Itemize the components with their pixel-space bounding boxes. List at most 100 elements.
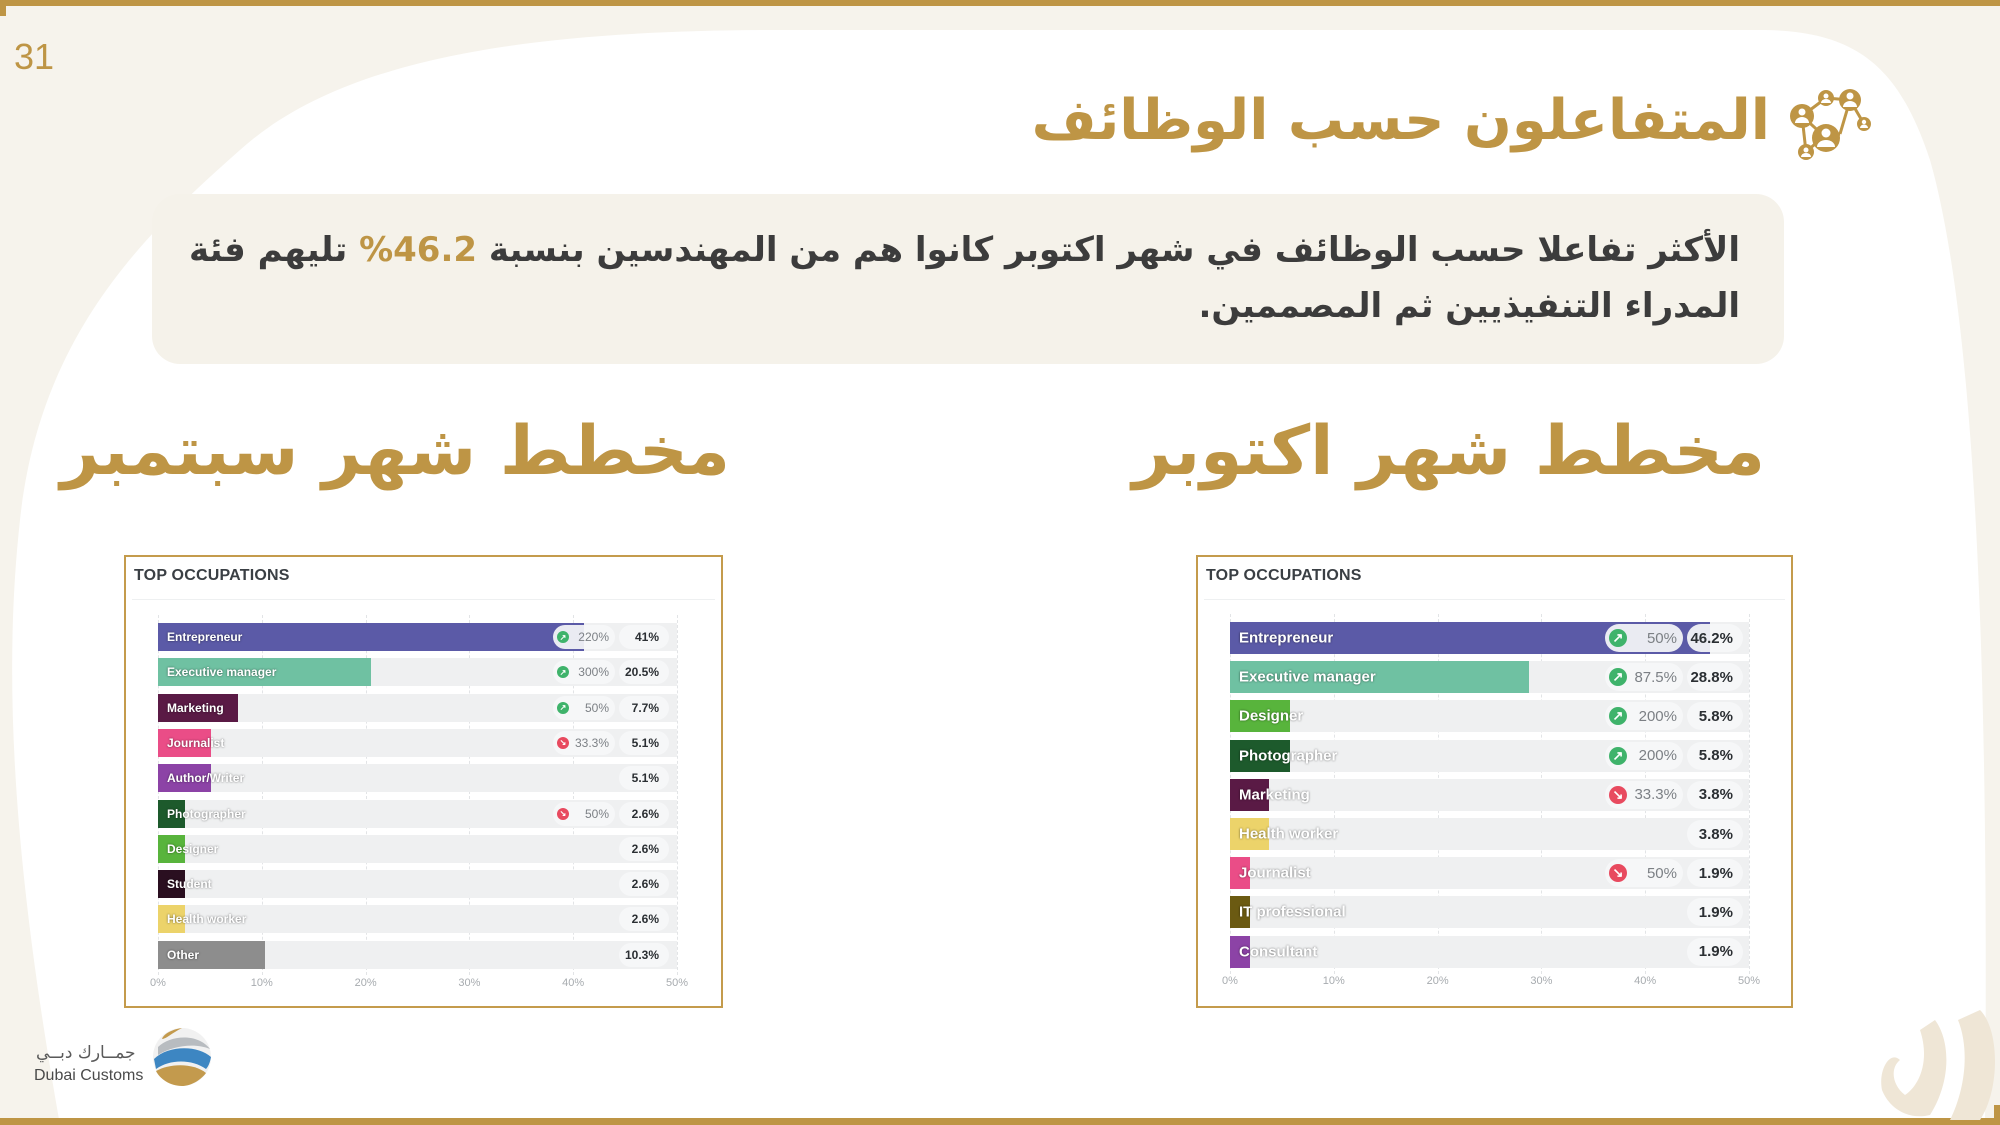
- september-chart: TOP OCCUPATIONS 0% 10% 20% 30% 40% 50% Entrepr…: [124, 555, 723, 1008]
- september-heading: مخطط شهر سبتمبر: [60, 412, 730, 491]
- trend-down-icon: ↘: [557, 736, 569, 749]
- chart-row[interactable]: Journalist 5.1% ↘ 33.3%: [158, 728, 677, 757]
- category-label: Photographer: [167, 806, 246, 821]
- chart-row[interactable]: IT professional 1.9%: [1230, 896, 1749, 929]
- chart-header-divider: [1204, 599, 1785, 600]
- value-label: 3.8%: [1687, 780, 1743, 809]
- chart-row[interactable]: Photographer 5.8% ↗ 200%: [1230, 739, 1749, 772]
- category-label: Journalist: [167, 735, 225, 750]
- summary-highlight: 46.2%: [359, 230, 478, 270]
- chart-row[interactable]: Health worker 2.6%: [158, 905, 677, 934]
- chart-row[interactable]: Marketing 7.7% ↗ 50%: [158, 693, 677, 722]
- change-badge: ↗ 50%: [1605, 624, 1683, 652]
- change-badge: ↘ 50%: [553, 801, 615, 826]
- chart-row[interactable]: Photographer 2.6% ↘ 50%: [158, 799, 677, 828]
- chart-title: TOP OCCUPATIONS: [134, 567, 290, 584]
- trend-up-icon: ↗: [557, 666, 569, 679]
- chart-row[interactable]: Journalist 1.9% ↘ 50%: [1230, 857, 1749, 890]
- trend-down-icon: ↘: [557, 807, 569, 820]
- logo-arabic-text: جمــارك دبــي: [36, 1043, 136, 1063]
- chart-row[interactable]: Author/Writer 5.1%: [158, 764, 677, 793]
- chart-header-divider: [132, 599, 715, 600]
- change-value: 87.5%: [1634, 668, 1677, 686]
- category-label: Marketing: [167, 700, 224, 715]
- x-tick-label: 0%: [1222, 975, 1238, 987]
- bar: [158, 764, 211, 793]
- bar: [1230, 818, 1270, 850]
- change-badge: ↗ 50%: [553, 695, 615, 720]
- gridline: [261, 615, 264, 975]
- change-value: 300%: [578, 665, 609, 680]
- bar: [158, 799, 185, 828]
- trend-up-icon: ↗: [1609, 746, 1627, 765]
- value-label: 1.9%: [1687, 937, 1743, 966]
- plot-area: 0% 10% 20% 30% 40% 50% Entrepreneur 46.2% ↗ 50% Ex…: [1222, 557, 1760, 1006]
- gridline: [469, 615, 471, 975]
- chart-row[interactable]: Entrepreneur 41% ↗ 220%: [158, 623, 677, 651]
- chart-row[interactable]: Health worker 3.8%: [1230, 818, 1749, 850]
- x-tick-label: 20%: [354, 977, 377, 989]
- category-label: Entrepreneur: [1239, 629, 1334, 647]
- category-label: Executive manager: [167, 665, 277, 680]
- chart-row[interactable]: Designer 5.8% ↗ 200%: [1230, 700, 1749, 733]
- category-label: Student: [167, 877, 212, 892]
- x-tick-label: 50%: [665, 977, 689, 989]
- value-label: 7.7%: [619, 695, 669, 720]
- chart-row[interactable]: Consultant 1.9%: [1230, 935, 1749, 968]
- chart-row[interactable]: Executive manager 28.8% ↗ 87.5%: [1230, 661, 1749, 694]
- value-label: 3.8%: [1687, 820, 1743, 848]
- value-label: 2.6%: [619, 907, 669, 932]
- value-label: 1.9%: [1687, 898, 1743, 927]
- logo-english-text: Dubai Customs: [34, 1067, 144, 1084]
- chart-row[interactable]: Designer 2.6%: [158, 834, 677, 863]
- bar: [1230, 896, 1250, 929]
- change-badge: ↗ 300%: [553, 660, 615, 685]
- x-tick-label: 0%: [150, 977, 166, 989]
- category-label: Photographer: [1239, 747, 1338, 765]
- value-label: 5.8%: [1687, 741, 1743, 770]
- chart-row[interactable]: Entrepreneur 46.2% ↗ 50%: [1230, 622, 1749, 654]
- gridline: [1749, 614, 1751, 974]
- gridline: [677, 615, 679, 975]
- trend-up-icon: ↗: [1609, 668, 1627, 687]
- october-heading: مخطط شهر اكتوبر: [1132, 412, 1765, 491]
- bar: [1230, 778, 1270, 811]
- change-value: 50%: [1646, 864, 1677, 882]
- summary-box: الأكثر تفاعلا حسب الوظائف في شهر اكتوبر …: [152, 194, 1784, 364]
- category-label: Journalist: [1239, 864, 1311, 882]
- value-label: 46.2%: [1687, 624, 1743, 652]
- bar: [1230, 700, 1291, 733]
- bar: [1230, 935, 1250, 968]
- page-number: 31: [14, 36, 55, 77]
- chart-row[interactable]: Other 10.3%: [158, 940, 677, 969]
- bar: [158, 728, 211, 757]
- bar: [158, 870, 185, 899]
- x-tick-label: 40%: [1634, 975, 1657, 987]
- bar: [158, 834, 185, 863]
- change-badge: ↗ 87.5%: [1605, 663, 1683, 692]
- trend-up-icon: ↗: [557, 631, 569, 643]
- category-label: Marketing: [1239, 786, 1310, 804]
- value-label: 5.1%: [619, 766, 669, 791]
- category-label: Author/Writer: [167, 771, 245, 786]
- category-label: Designer: [1239, 707, 1304, 725]
- bar: [158, 623, 584, 651]
- x-tick-label: 20%: [1426, 975, 1449, 987]
- trend-up-icon: ↗: [557, 701, 569, 714]
- change-badge: ↘ 33.3%: [553, 730, 615, 755]
- chart-row[interactable]: Student 2.6%: [158, 870, 677, 899]
- value-label: 2.6%: [619, 801, 669, 826]
- summary-text-after: تليهم فئة المدراء التنفيذيين ثم المصممين…: [188, 230, 1740, 326]
- dubai-customs-logo: جمــارك دبــي Dubai Customs: [30, 1025, 230, 1095]
- category-label: Health worker: [167, 912, 247, 927]
- value-label: 1.9%: [1687, 859, 1743, 888]
- chart-row[interactable]: Executive manager 20.5% ↗ 300%: [158, 658, 677, 687]
- chart-row[interactable]: Marketing 3.8% ↘ 33.3%: [1230, 778, 1749, 811]
- x-tick-label: 10%: [250, 977, 273, 989]
- bottom-border: [0, 1118, 2000, 1125]
- change-value: 50%: [1646, 629, 1677, 647]
- change-value: 50%: [584, 806, 609, 821]
- change-value: 50%: [584, 700, 609, 715]
- bar: [158, 940, 265, 969]
